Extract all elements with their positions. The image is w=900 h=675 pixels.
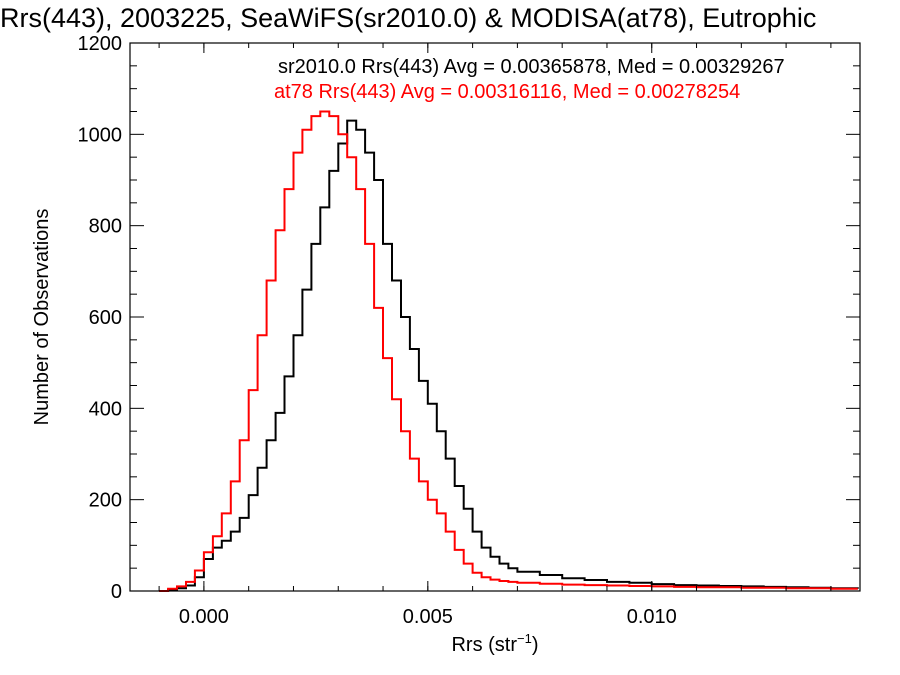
series-layer bbox=[159, 110, 859, 592]
y-tick-label: 1000 bbox=[78, 124, 123, 146]
x-tick-label: 0.010 bbox=[627, 606, 677, 628]
y-tick-label: 800 bbox=[89, 216, 122, 238]
x-tick-label: 0.005 bbox=[403, 606, 453, 628]
legend-entry-at78: at78 Rrs(443) Avg = 0.00316116, Med = 0.… bbox=[274, 81, 740, 103]
x-axis-label-close: ) bbox=[532, 634, 539, 656]
plot-area: 0.000 0.005 0.010 0 200 400 600 800 1000 1200 bbox=[78, 33, 861, 628]
plot-frame bbox=[129, 42, 861, 592]
y-tick-label: 1200 bbox=[78, 33, 123, 55]
x-tick-label: 0.000 bbox=[179, 606, 229, 628]
y-tick-label: 400 bbox=[89, 398, 122, 420]
legend-entry-sr2010: sr2010.0 Rrs(443) Avg = 0.00365878, Med … bbox=[278, 56, 785, 78]
axis-ticks: 0.000 0.005 0.010 0 200 400 600 800 1000 1200 bbox=[78, 33, 860, 628]
y-tick-label: 600 bbox=[89, 307, 122, 329]
chart-title: Rrs(443), 2003225, SeaWiFS(sr2010.0) & M… bbox=[0, 3, 816, 33]
y-axis-label: Number of Observations bbox=[31, 209, 53, 426]
series-line-at78 bbox=[159, 110, 858, 592]
series-line-sr2010-0 bbox=[159, 119, 859, 592]
y-tick-label: 200 bbox=[89, 490, 122, 512]
y-tick-label: 0 bbox=[111, 581, 122, 603]
x-axis-label: Rrs (str−1) bbox=[451, 631, 538, 656]
x-axis-label-text: Rrs (str bbox=[451, 634, 517, 656]
x-axis-label-superscript: −1 bbox=[517, 631, 532, 646]
